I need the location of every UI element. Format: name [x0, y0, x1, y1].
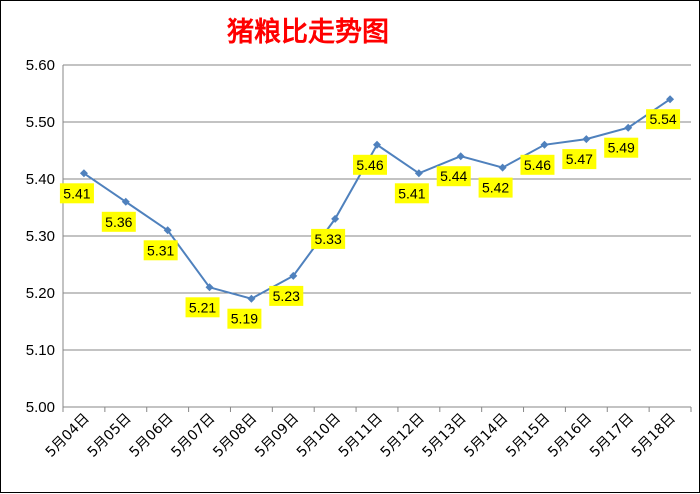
data-label: 5.36 [105, 214, 132, 230]
x-tick-label: 5月05日 [85, 411, 135, 461]
data-label: 5.33 [315, 231, 342, 247]
data-label-box [185, 297, 220, 318]
x-axis-ticks: 5月04日5月05日5月06日5月07日5月08日5月09日5月10日5月11日… [43, 411, 679, 461]
y-tick-label: 5.00 [26, 399, 55, 416]
data-point [582, 135, 591, 144]
data-label: 5.46 [356, 157, 383, 173]
axes [62, 65, 692, 412]
data-point [121, 197, 130, 206]
data-label-box [520, 154, 555, 175]
y-tick-label: 5.50 [26, 114, 55, 131]
chart-title: 猪粮比走势图 [227, 16, 389, 48]
data-label: 5.47 [566, 151, 593, 167]
x-tick-label: 5月16日 [545, 411, 595, 461]
y-tick-label: 5.20 [26, 285, 55, 302]
y-tick-label: 5.40 [26, 171, 55, 188]
data-point [373, 140, 381, 149]
data-point [247, 294, 256, 303]
y-tick-label: 5.60 [26, 57, 55, 74]
data-label: 5.46 [524, 157, 551, 173]
data-point [205, 283, 214, 292]
x-tick-label: 5月13日 [420, 411, 470, 461]
series-line-group [83, 98, 671, 300]
series-line [83, 98, 671, 300]
data-label: 5.44 [440, 168, 467, 184]
data-label: 5.42 [482, 180, 509, 196]
data-label-box [604, 137, 639, 158]
data-label: 5.21 [189, 299, 216, 315]
data-label-box [101, 211, 136, 232]
data-point [624, 123, 633, 132]
data-label: 5.41 [398, 185, 425, 201]
data-label: 5.23 [273, 288, 300, 304]
data-label-box [269, 285, 304, 306]
data-point [498, 163, 507, 172]
data-point [289, 271, 298, 280]
x-tick-label: 5月07日 [168, 411, 218, 461]
data-label-box [59, 183, 94, 204]
data-label: 5.19 [231, 311, 258, 327]
x-tick-label: 5月08日 [210, 411, 260, 461]
data-label-box [394, 183, 429, 204]
y-tick-label: 5.30 [26, 228, 55, 245]
x-tick-label: 5月10日 [294, 411, 344, 461]
data-label: 5.41 [63, 185, 90, 201]
data-point [666, 95, 675, 104]
data-label-box [227, 308, 262, 329]
x-tick-label: 5月12日 [378, 411, 428, 461]
data-label: 5.54 [649, 111, 676, 127]
x-tick-label: 5月15日 [503, 411, 553, 461]
x-tick-label: 5月04日 [43, 411, 93, 461]
y-axis-ticks: 5.00 5.10 5.20 5.30 5.40 5.50 5.60 [26, 57, 55, 416]
data-label: 5.49 [608, 140, 635, 156]
data-label-box [353, 154, 387, 175]
y-tick-label: 5.10 [26, 342, 55, 359]
data-point [331, 214, 340, 223]
data-point [79, 169, 88, 178]
data-label-box [562, 149, 597, 170]
x-tick-label: 5月09日 [252, 411, 302, 461]
data-point [163, 226, 172, 235]
gridlines [63, 64, 691, 351]
data-point [456, 152, 465, 161]
data-point [540, 140, 549, 149]
series-points [79, 95, 675, 303]
data-point [414, 169, 423, 178]
data-label-box [143, 240, 178, 261]
x-tick-label: 5月14日 [461, 411, 511, 461]
data-label-box [478, 177, 513, 198]
x-tick-label: 5月11日 [336, 411, 386, 461]
data-label: 5.31 [147, 242, 174, 258]
data-label-box [311, 228, 346, 249]
data-label-box [436, 166, 471, 187]
x-tick-label: 5月18日 [629, 411, 679, 461]
data-labels: 5.41 5.36 5.31 5.21 5.19 5.23 5.33 5.46 5.41 5.44… [59, 109, 681, 329]
data-label-box [646, 109, 681, 130]
x-tick-label: 5月17日 [587, 411, 637, 461]
x-tick-label: 5月06日 [126, 411, 176, 461]
